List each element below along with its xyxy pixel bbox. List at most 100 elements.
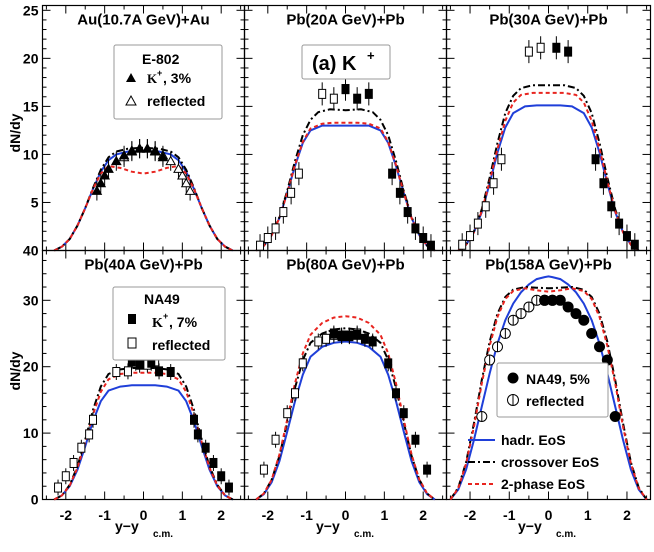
x-tick-label: 2: [217, 507, 225, 523]
x-tick-label: -2: [60, 507, 73, 523]
legend-twophase-label: 2-phase EoS: [501, 476, 585, 492]
panel-6: -2 -1 0 1 2 Pb(158A GeV)+Pb: [445, 249, 652, 523]
data-point-filled: [341, 84, 350, 95]
legend-filled-circle-marker: [507, 372, 519, 384]
curve-crossover: [255, 327, 436, 501]
data-point-filled: [329, 328, 338, 339]
data-point-filled: [190, 414, 198, 425]
data-point-filled: [99, 170, 111, 180]
x-tick-label: 2: [419, 507, 427, 523]
x-tick-label: 2: [623, 507, 631, 523]
legend-na49-open-label: reflected: [152, 337, 210, 353]
data-point-filled: [209, 457, 218, 468]
data-point-open: [173, 163, 184, 173]
x-tick-label: -2: [262, 507, 275, 523]
panel-frame: [243, 249, 448, 501]
data-point-open: [314, 336, 323, 347]
data-point-filled: [368, 336, 377, 347]
data-point-open: [322, 333, 331, 344]
figure-label-box: (a) K +: [301, 44, 391, 80]
panel-2: Pb(20A GeV)+Pb: [243, 4, 448, 258]
data-point-filled: [564, 46, 573, 57]
data-point-filled: [395, 187, 404, 198]
data-point-filled: [360, 333, 369, 344]
data-point-filled: [615, 218, 624, 229]
data-point-filled: [411, 434, 420, 445]
y-tick-label: 20: [23, 50, 39, 66]
data-point-open: [271, 223, 280, 234]
data-point-open: [279, 207, 288, 218]
data-point-open: [536, 42, 545, 53]
data-point-filled: [149, 146, 161, 156]
data-point-filled: [423, 464, 432, 475]
y-axis-title-bottom: dN/dy: [7, 351, 23, 390]
data-point-open: [271, 434, 280, 445]
data-point-filled: [353, 93, 362, 104]
legend-e802-title: E-802: [142, 51, 180, 67]
svg-text:y−y: y−y: [518, 518, 542, 534]
curve-hadr: [53, 150, 234, 252]
y-tick-label: 40: [23, 243, 39, 259]
data-point-filled: [166, 367, 175, 378]
data-point-filled: [345, 331, 354, 342]
data-point-filled: [201, 442, 210, 453]
data-point-open: [69, 457, 78, 468]
curve-twophase: [53, 371, 234, 501]
x-axis-title-3: y−y c.m.: [518, 518, 576, 540]
panel-frame: [243, 4, 448, 252]
panel-5: -2 -1 0 1 2 Pb(80A GeV)+Pb: [243, 249, 448, 523]
data-point-filled: [399, 408, 408, 419]
data-point-filled: [91, 185, 103, 195]
data-point-open: [283, 408, 292, 419]
data-point-open: [61, 471, 70, 482]
x-tick-label: 0: [342, 507, 350, 523]
data-point-open: [318, 88, 327, 99]
data-point-open: [123, 366, 132, 377]
data-point-filled: [403, 207, 412, 218]
data-point-filled: [578, 314, 590, 326]
svg-text:c.m.: c.m.: [556, 529, 576, 540]
figure-label-sup: +: [367, 48, 375, 63]
data-point-open: [112, 367, 121, 378]
data-point-open: [489, 178, 498, 189]
legend-open-square-marker: [127, 337, 137, 349]
data-point-filled: [426, 240, 435, 251]
data-point-filled: [591, 154, 600, 165]
data-point-filled: [570, 308, 582, 320]
panel-title: Pb(40A GeV)+Pb: [84, 257, 202, 274]
data-point-open: [89, 414, 97, 425]
data-point-open: [294, 168, 303, 179]
legend-e802-open-label: reflected: [147, 93, 205, 109]
y-tick-label: 10: [23, 425, 39, 441]
data-point-filled: [594, 341, 605, 353]
data-point-filled: [155, 366, 164, 377]
data-point-open: [165, 155, 177, 166]
svg-text:K: K: [152, 316, 163, 331]
data-point-filled: [134, 143, 145, 153]
panel-1: 40 5 10 15 20 25 Au(10.7A GeV)+Au: [23, 2, 246, 259]
curve-crossover: [53, 367, 234, 501]
y-tick-label: 15: [23, 98, 39, 114]
data-point-open: [180, 177, 192, 188]
x-tick-label: 0: [545, 507, 553, 523]
x-tick-label: 1: [584, 507, 592, 523]
data-point-open: [263, 233, 272, 244]
x-tick-label: 0: [140, 507, 148, 523]
y-tick-label: 30: [23, 292, 39, 308]
legend-hadr-label: hadr. EoS: [501, 432, 566, 448]
panel-title: Pb(158A GeV)+Pb: [485, 257, 612, 274]
curve-crossover: [53, 146, 234, 252]
data-point-filled: [337, 330, 346, 341]
curve-crossover: [255, 108, 436, 252]
data-point-filled: [157, 151, 169, 162]
legend-na49-title: NA49: [144, 291, 180, 307]
data-point-filled: [554, 294, 566, 306]
curve-twophase: [457, 91, 640, 252]
curve-twophase: [255, 121, 436, 252]
x-axis-title-1: y−y c.m.: [115, 518, 173, 540]
svg-text:+: +: [157, 68, 162, 78]
svg-text:y−y: y−y: [316, 518, 340, 534]
panel-title: Pb(20A GeV)+Pb: [286, 12, 404, 29]
curve-twophase: [449, 287, 648, 501]
curve-hadr: [255, 124, 436, 252]
